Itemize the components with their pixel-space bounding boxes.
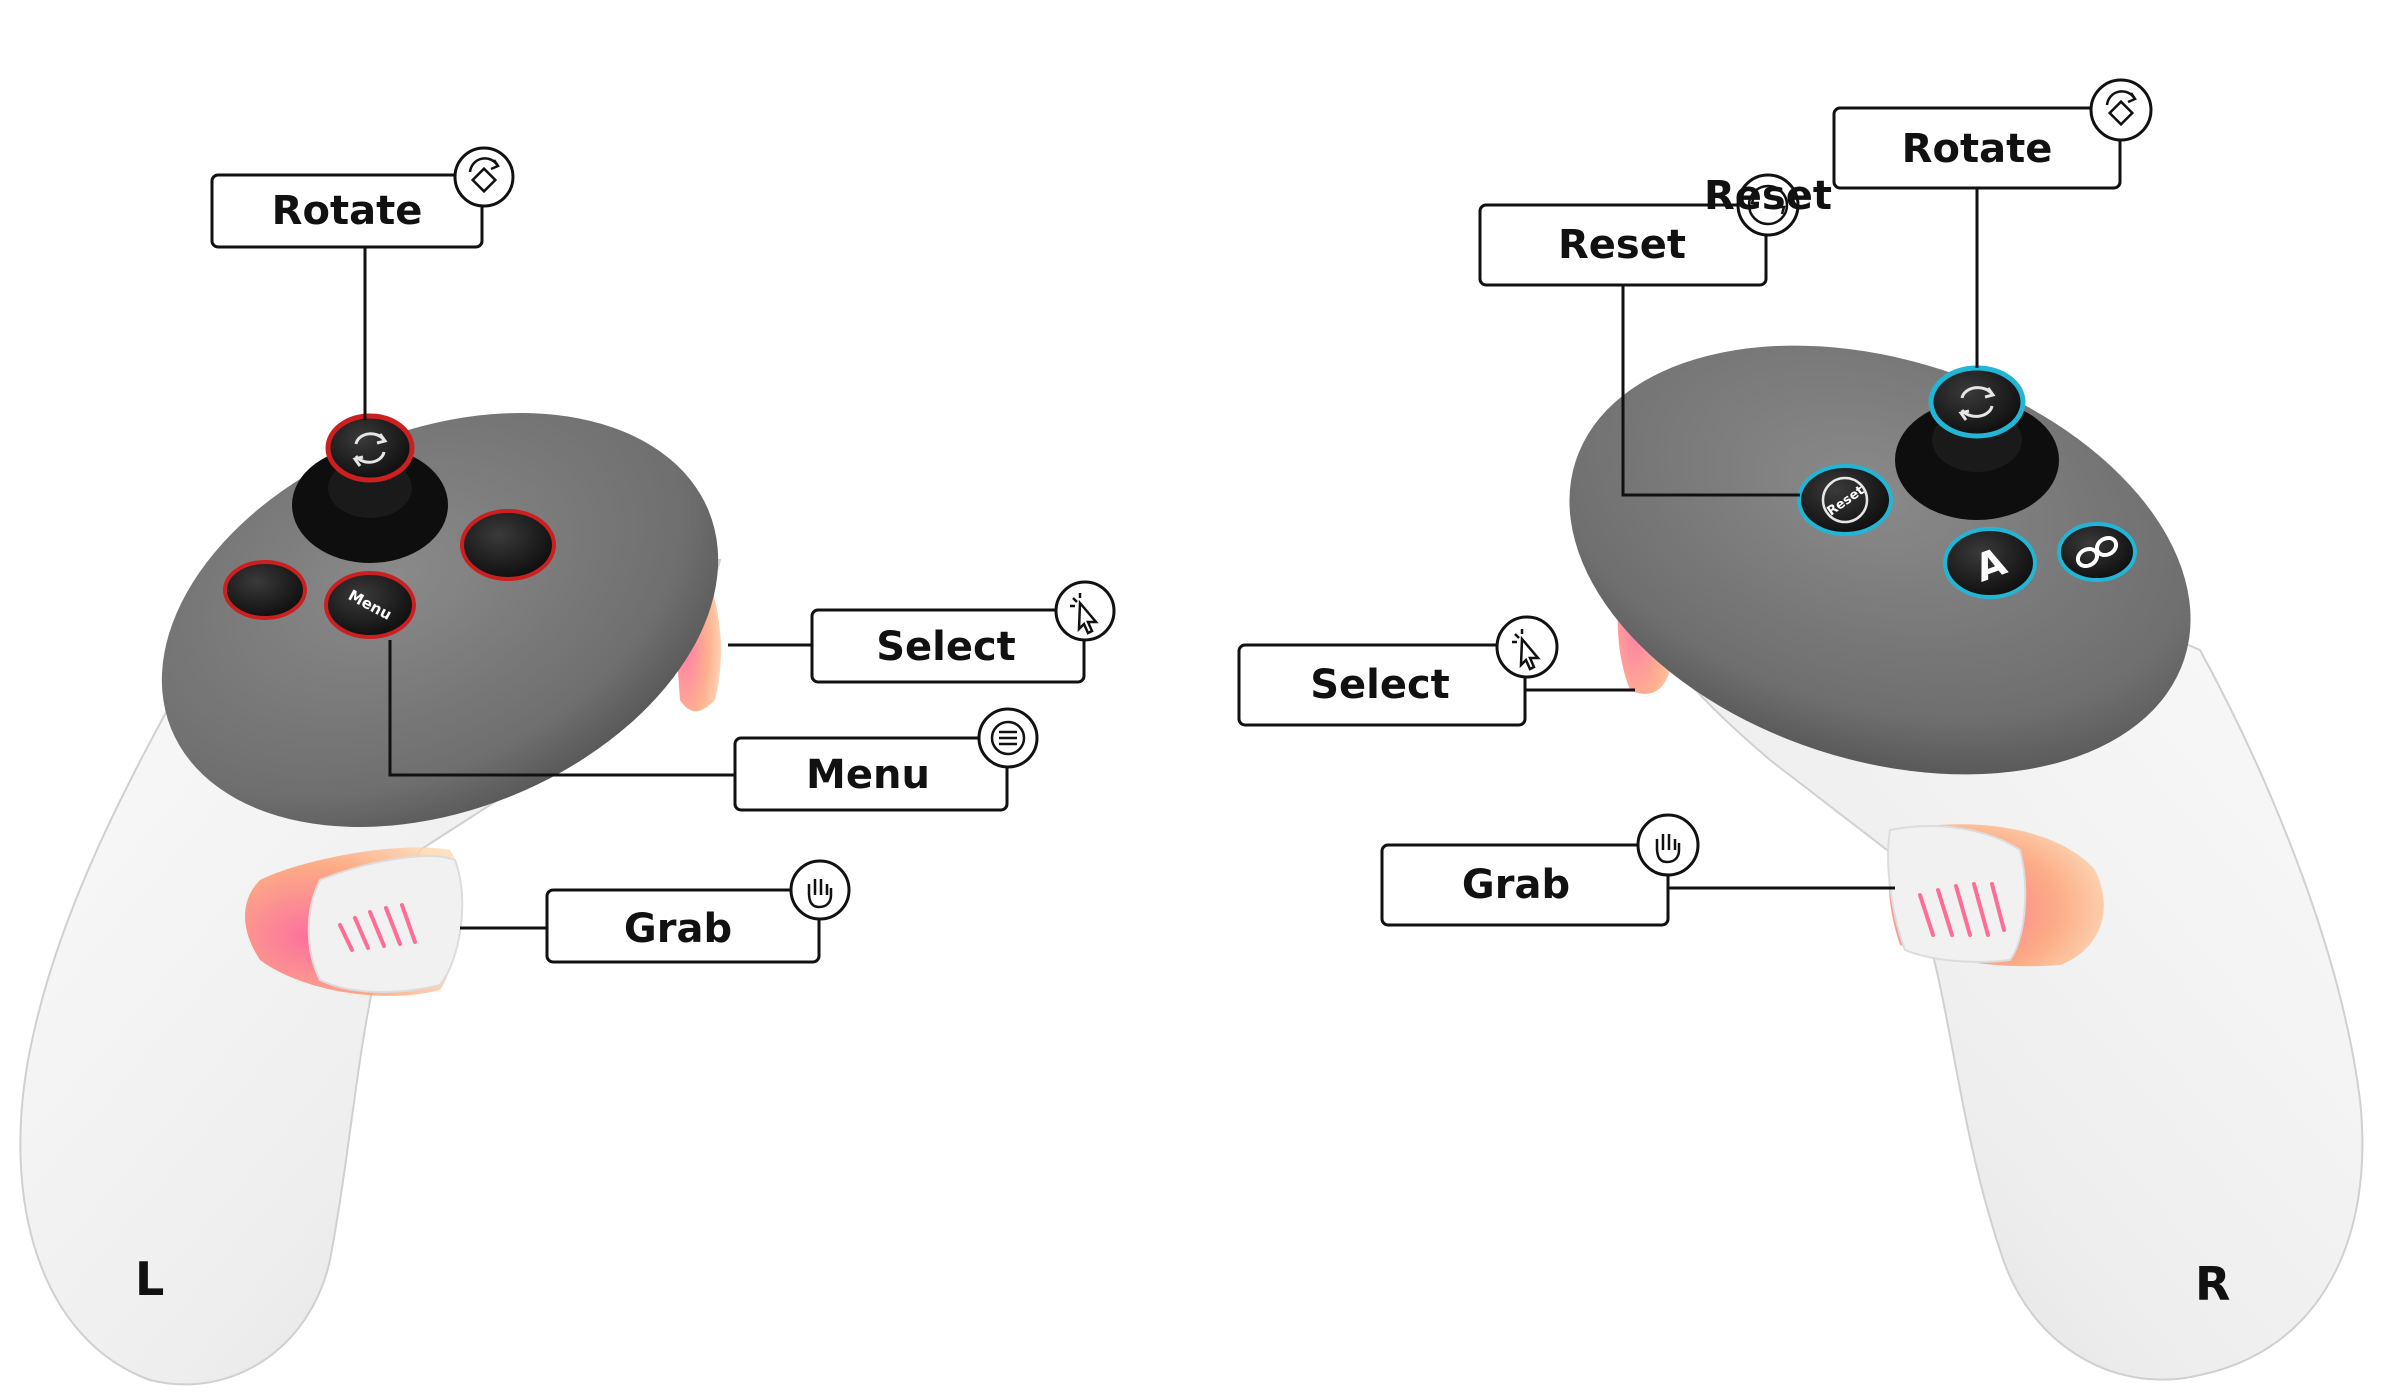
rotate-icon (1958, 386, 1996, 421)
left-menu-button[interactable]: Menu (324, 571, 416, 639)
menu-icon (990, 720, 1026, 756)
right-rotate-text: Rotate (1902, 126, 2053, 172)
right-leader-lines (1525, 188, 1979, 890)
select-icon (1512, 629, 1541, 671)
grab-icon (1655, 834, 1681, 864)
right-rotate-label: Rotate (1832, 78, 2153, 190)
rotate-icon (2105, 90, 2137, 127)
reset-icon-text: Reset (1704, 173, 1832, 219)
left-rotate-text: Rotate (272, 188, 423, 234)
left-side-label: L (135, 1252, 164, 1306)
right-select-label: Select (1237, 615, 1559, 727)
right-grab-label: Grab (1380, 813, 1700, 927)
right-reset-button[interactable]: Reset (1797, 464, 1893, 536)
left-button-x[interactable] (223, 560, 307, 620)
right-side-label: R (2195, 1257, 2230, 1311)
right-reset-text: Reset (1558, 222, 1686, 268)
reset-icon (1747, 184, 1789, 226)
left-leader-lines (363, 248, 812, 930)
left-controller: Menu (19, 413, 722, 1386)
left-grab-trigger[interactable] (245, 847, 464, 996)
left-button-y[interactable] (460, 509, 556, 581)
right-button-a[interactable]: A (1943, 527, 2037, 599)
rotate-icon (468, 157, 500, 194)
right-controller: Reset A (1569, 345, 2364, 1381)
left-menu-label: Menu (733, 707, 1039, 812)
right-grab-text: Grab (1462, 862, 1570, 908)
left-grab-label: Grab (545, 859, 851, 964)
right-select-text: Select (1310, 662, 1450, 708)
left-rotate-label: Rotate (210, 146, 515, 249)
grab-icon (807, 879, 833, 909)
left-select-label: Select (810, 580, 1116, 684)
select-icon (1070, 593, 1099, 635)
meta-logo-icon (2075, 535, 2119, 569)
left-select-text: Select (876, 624, 1016, 670)
left-grab-text: Grab (624, 906, 732, 952)
right-meta-button[interactable] (2057, 522, 2137, 582)
left-menu-text: Menu (806, 752, 930, 798)
right-grab-trigger[interactable] (1887, 824, 2104, 967)
right-reset-label: Reset Reset (1478, 173, 1832, 287)
rotate-icon (352, 432, 388, 467)
left-thumbstick[interactable] (292, 413, 448, 563)
